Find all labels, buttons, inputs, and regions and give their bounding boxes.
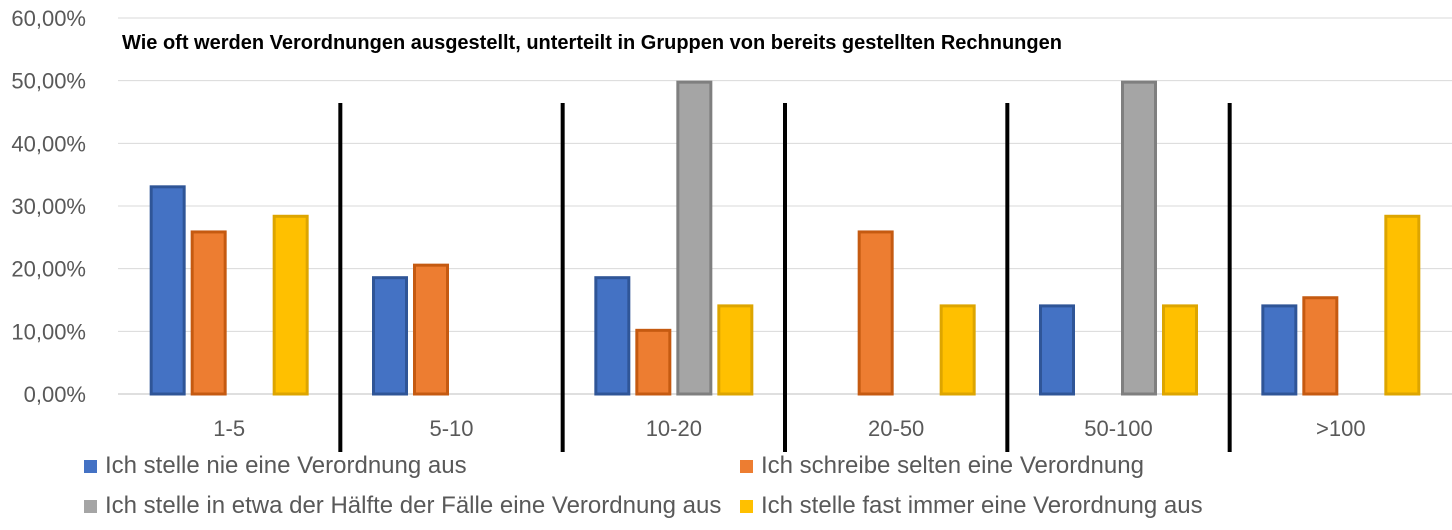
legend-label: Ich stelle fast immer eine Verordnung au…: [761, 492, 1203, 519]
x-tick-label: 20-50: [868, 416, 924, 441]
legend-label: Ich stelle in etwa der Hälfte der Fälle …: [105, 492, 722, 519]
legend-swatch: [740, 499, 753, 513]
bar: [1039, 304, 1075, 396]
bar-chart: 0,00% 10,00% 20,00% 30,00% 40,00% 50,00% 60,00…: [11, 6, 1452, 452]
y-tick-label: 50,00%: [11, 69, 86, 94]
bar: [272, 214, 309, 396]
bar: [635, 328, 672, 396]
x-tick-label: 10-20: [646, 416, 702, 441]
legend-item-half: Ich stelle in etwa der Hälfte der Fälle …: [84, 492, 721, 520]
legend-item-almost-always: Ich stelle fast immer eine Verordnung au…: [740, 492, 1203, 520]
x-tick-label: >100: [1316, 416, 1366, 441]
bar: [372, 276, 408, 396]
legend: Ich stelle nie eine Verordnung aus Ich s…: [0, 452, 1452, 530]
bar: [413, 263, 449, 396]
bar: [1121, 80, 1157, 396]
bar: [939, 304, 976, 396]
group-separators: [338, 103, 1232, 452]
bar: [1302, 296, 1339, 396]
bar: [1261, 304, 1298, 396]
y-tick-label: 60,00%: [11, 6, 86, 31]
legend-swatch: [84, 459, 97, 473]
bar: [676, 80, 713, 396]
y-tick-label: 30,00%: [11, 194, 86, 219]
x-tick-label: 50-100: [1084, 416, 1153, 441]
bar: [1162, 304, 1198, 396]
bar: [857, 230, 894, 396]
x-tick-label: 1-5: [213, 416, 245, 441]
bar: [149, 185, 186, 396]
bar: [1384, 214, 1421, 396]
chart-title: Wie oft werden Verordnungen ausgestellt,…: [122, 32, 1062, 54]
legend-label: Ich stelle nie eine Verordnung aus: [105, 452, 467, 479]
legend-swatch: [740, 459, 753, 473]
y-tick-label: 10,00%: [11, 319, 86, 344]
bar: [717, 304, 754, 396]
y-tick-label: 20,00%: [11, 257, 86, 282]
bar: [190, 230, 227, 396]
x-tick-label: 5-10: [429, 416, 473, 441]
y-tick-label: 0,00%: [24, 382, 86, 407]
legend-item-rarely: Ich schreibe selten eine Verordnung: [740, 452, 1144, 480]
legend-item-never: Ich stelle nie eine Verordnung aus: [84, 452, 467, 480]
legend-swatch: [84, 499, 97, 513]
y-tick-label: 40,00%: [11, 131, 86, 156]
bars: [149, 80, 1421, 396]
bar: [594, 276, 631, 396]
x-axis-categories: 1-5 5-10 10-20 20-50 50-100 >100: [213, 416, 1365, 441]
y-axis-ticks: 0,00% 10,00% 20,00% 30,00% 40,00% 50,00% 60,00…: [11, 6, 86, 407]
legend-label: Ich schreibe selten eine Verordnung: [761, 452, 1144, 479]
